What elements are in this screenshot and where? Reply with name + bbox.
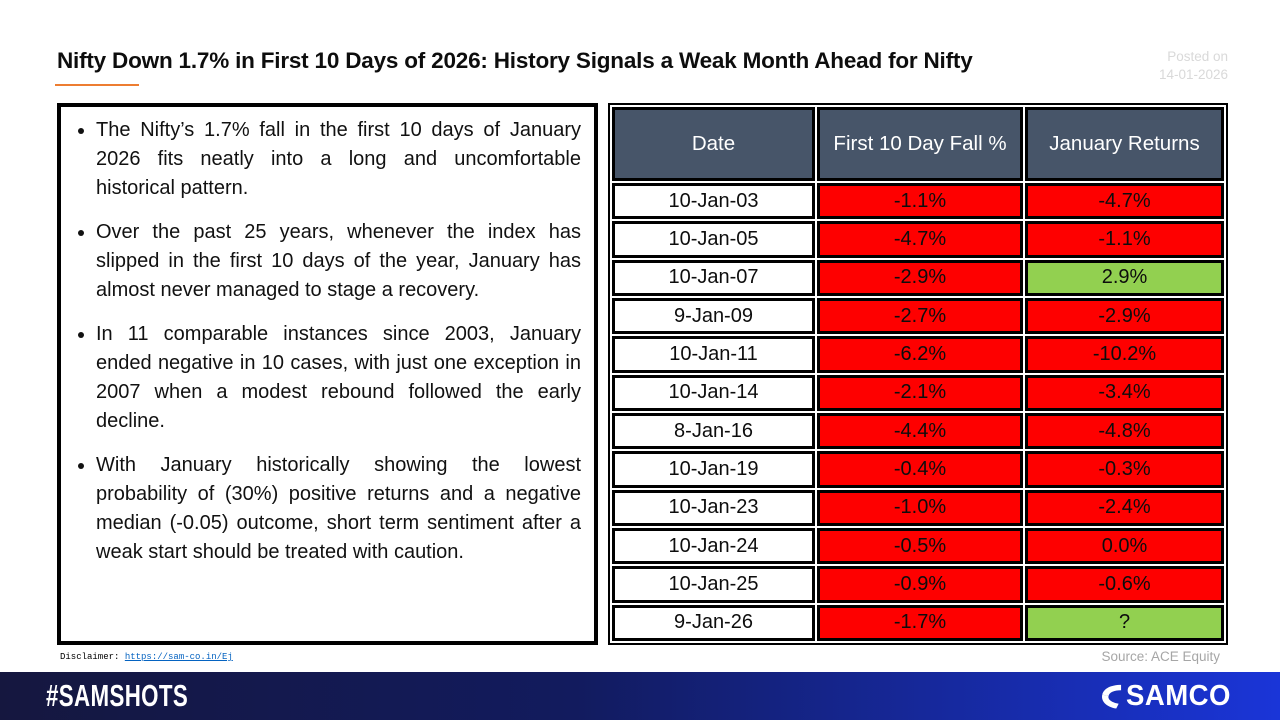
cell-fall: -1.7% (817, 604, 1023, 641)
cell-fall: -1.1% (817, 183, 1023, 220)
table-header-row: Date First 10 Day Fall % January Returns (612, 107, 1224, 181)
table-row: 10-Jan-19 -0.4% -0.3% (612, 451, 1224, 488)
disclaimer: Disclaimer: https://sam-co.in/Ej (60, 652, 233, 662)
table-row: 10-Jan-24 -0.5% 0.0% (612, 527, 1224, 565)
cell-fall: -4.4% (817, 412, 1023, 450)
cell-fall: -2.9% (817, 259, 1023, 296)
table-row: 10-Jan-11 -6.2% -10.2% (612, 336, 1224, 373)
column-header-returns: January Returns (1025, 107, 1224, 181)
bullet-item: The Nifty’s 1.7% fall in the first 10 da… (96, 116, 581, 203)
cell-date: 10-Jan-25 (612, 566, 815, 603)
bullet-item: In 11 comparable instances since 2003, J… (96, 320, 581, 436)
bullet-list: The Nifty’s 1.7% fall in the first 10 da… (71, 116, 581, 567)
table-row: 9-Jan-26 -1.7%? (612, 604, 1224, 641)
cell-returns: 0.0% (1025, 527, 1224, 565)
history-table: Date First 10 Day Fall % January Returns… (608, 103, 1228, 645)
title-underline (55, 84, 139, 86)
samco-logo-icon (1101, 684, 1121, 709)
table-header: Date First 10 Day Fall % January Returns (612, 107, 1224, 181)
cell-fall: -0.5% (817, 527, 1023, 565)
footer-bar: #SAMSHOTS SAMCO (0, 672, 1280, 720)
table-row: 9-Jan-09 -2.7% -2.9% (612, 297, 1224, 335)
table-row: 10-Jan-14 -2.1% -3.4% (612, 374, 1224, 411)
cell-fall: -2.1% (817, 374, 1023, 411)
table-row: 8-Jan-16 -4.4% -4.8% (612, 412, 1224, 450)
cell-returns: -10.2% (1025, 336, 1224, 373)
cell-returns: -3.4% (1025, 374, 1224, 411)
cell-returns: ? (1025, 604, 1224, 641)
cell-returns: -0.6% (1025, 566, 1224, 603)
cell-returns: -1.1% (1025, 221, 1224, 258)
table-row: 10-Jan-25 -0.9% -0.6% (612, 566, 1224, 603)
samco-logo-text: SAMCO (1125, 679, 1231, 712)
bullet-item: Over the past 25 years, whenever the ind… (96, 218, 581, 305)
bullet-item: With January historically showing the lo… (96, 451, 581, 567)
table-row: 10-Jan-03 -1.1% -4.7% (612, 183, 1224, 220)
cell-fall: -6.2% (817, 336, 1023, 373)
cell-date: 10-Jan-14 (612, 374, 815, 411)
cell-date: 10-Jan-11 (612, 336, 815, 373)
cell-date: 10-Jan-05 (612, 221, 815, 258)
column-header-date: Date (612, 107, 815, 181)
page-title: Nifty Down 1.7% in First 10 Days of 2026… (57, 48, 973, 73)
cell-returns: -0.3% (1025, 451, 1224, 488)
cell-returns: -2.9% (1025, 297, 1224, 335)
samco-logo: SAMCO (1096, 680, 1236, 713)
cell-fall: -2.7% (817, 297, 1023, 335)
cell-date: 10-Jan-23 (612, 489, 815, 526)
cell-date: 9-Jan-26 (612, 604, 815, 641)
cell-date: 10-Jan-07 (612, 259, 815, 296)
summary-box: The Nifty’s 1.7% fall in the first 10 da… (57, 103, 598, 645)
cell-fall: -0.9% (817, 566, 1023, 603)
cell-returns: -2.4% (1025, 489, 1224, 526)
table-row: 10-Jan-07 -2.9% 2.9% (612, 259, 1224, 296)
cell-fall: -1.0% (817, 489, 1023, 526)
disclaimer-link[interactable]: https://sam-co.in/Ej (124, 652, 233, 662)
cell-date: 10-Jan-24 (612, 527, 815, 565)
cell-returns: 2.9% (1025, 259, 1224, 296)
cell-date: 10-Jan-19 (612, 451, 815, 488)
samshots-hashtag: #SAMSHOTS (46, 678, 189, 713)
cell-date: 10-Jan-03 (612, 183, 815, 220)
column-header-fall: First 10 Day Fall % (817, 107, 1023, 181)
source-note: Source: ACE Equity (1101, 649, 1220, 664)
table-body: 10-Jan-03 -1.1% -4.7% 10-Jan-05 -4.7% -1.1% 10… (612, 183, 1224, 641)
cell-fall: -4.7% (817, 221, 1023, 258)
disclaimer-label: Disclaimer: (60, 652, 125, 662)
cell-date: 9-Jan-09 (612, 297, 815, 335)
cell-fall: -0.4% (817, 451, 1023, 488)
table-row: 10-Jan-23 -1.0% -2.4% (612, 489, 1224, 526)
table-row: 10-Jan-05 -4.7% -1.1% (612, 221, 1224, 258)
cell-returns: -4.7% (1025, 183, 1224, 220)
cell-returns: -4.8% (1025, 412, 1224, 450)
posted-on: Posted on 14-01-2026 (1159, 48, 1228, 84)
posted-on-date: 14-01-2026 (1158, 67, 1228, 82)
cell-date: 8-Jan-16 (612, 412, 815, 450)
posted-on-label: Posted on (1167, 49, 1228, 64)
